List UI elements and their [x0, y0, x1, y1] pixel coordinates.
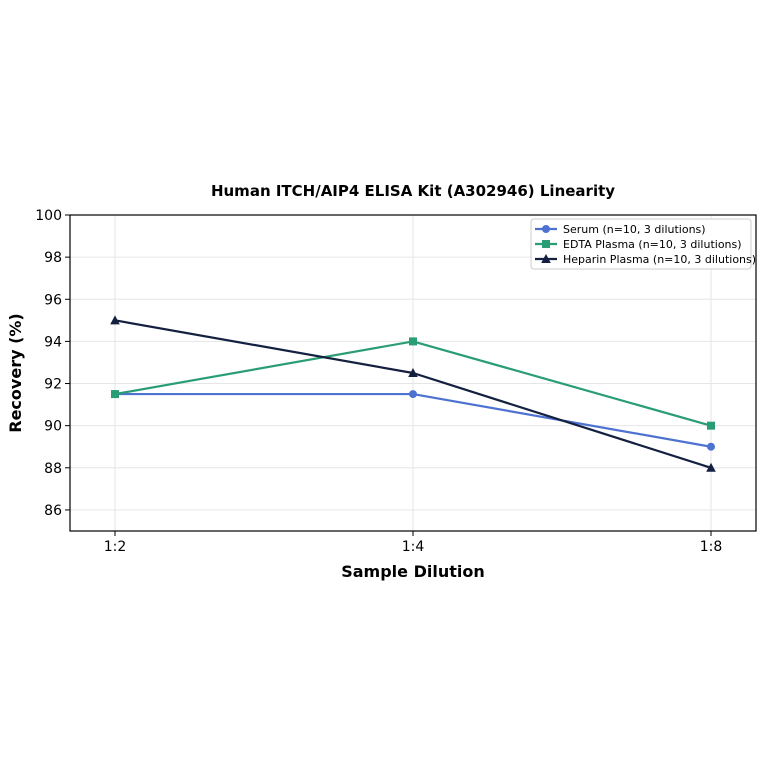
- y-tick-label: 92: [44, 377, 62, 393]
- data-point: [111, 390, 119, 399]
- data-point: [409, 390, 417, 399]
- legend-label: EDTA Plasma (n=10, 3 dilutions): [563, 238, 742, 251]
- y-tick-label: 86: [44, 503, 62, 519]
- series-square: [111, 337, 715, 430]
- series-layer: [110, 315, 716, 472]
- axis-ticks: 86 88 90 92 94 96 98 100 1:2 1:4 1:8: [35, 208, 722, 555]
- data-point: [408, 368, 418, 377]
- data-point: [110, 315, 120, 325]
- data-point: [409, 337, 417, 346]
- chart-title: Human ITCH/AIP4 ELISA Kit (A302946) Line…: [211, 182, 615, 200]
- legend: Serum (n=10, 3 dilutions) EDTA Plasma (n=…: [530, 218, 756, 270]
- y-tick-label: 88: [44, 461, 62, 477]
- data-point: [707, 421, 715, 430]
- y-tick-label: 96: [44, 292, 62, 308]
- legend-marker: [541, 254, 551, 263]
- legend-item: Heparin Plasma (n=10, 3 dilutions): [535, 253, 756, 266]
- y-tick-label: 94: [44, 334, 62, 350]
- legend-marker: [542, 240, 550, 248]
- x-tick-label: 1:2: [104, 539, 127, 555]
- x-axis-label: Sample Dilution: [341, 562, 485, 581]
- legend-marker: [542, 225, 550, 233]
- y-tick-label: 90: [44, 419, 62, 435]
- legend-label: Heparin Plasma (n=10, 3 dilutions): [563, 253, 756, 266]
- data-point: [707, 442, 715, 451]
- series-triangle: [110, 315, 716, 472]
- data-point: [706, 462, 716, 472]
- y-tick-label: 98: [44, 250, 62, 266]
- x-tick-label: 1:8: [700, 539, 723, 555]
- x-tick-label: 1:4: [402, 539, 425, 555]
- legend-box: [530, 218, 752, 270]
- legend-item: EDTA Plasma (n=10, 3 dilutions): [535, 238, 742, 251]
- legend-label: Serum (n=10, 3 dilutions): [563, 223, 706, 236]
- y-tick-label: 100: [35, 208, 62, 224]
- y-axis-label: Recovery (%): [6, 313, 25, 432]
- legend-item: Serum (n=10, 3 dilutions): [535, 223, 706, 236]
